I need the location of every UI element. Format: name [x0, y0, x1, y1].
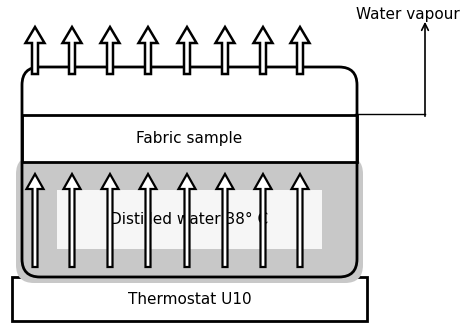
Polygon shape — [26, 27, 45, 74]
Polygon shape — [177, 27, 197, 74]
Text: Thermostat U10: Thermostat U10 — [128, 291, 251, 307]
Text: Fabric sample: Fabric sample — [137, 131, 243, 146]
Polygon shape — [291, 27, 310, 74]
FancyBboxPatch shape — [16, 156, 363, 283]
Polygon shape — [216, 27, 235, 74]
Text: Distilled water 38° C: Distilled water 38° C — [110, 212, 269, 227]
Polygon shape — [138, 27, 157, 74]
Polygon shape — [254, 27, 273, 74]
Polygon shape — [217, 174, 234, 267]
Polygon shape — [292, 174, 309, 267]
Bar — [12, 277, 367, 321]
Polygon shape — [139, 174, 156, 267]
Polygon shape — [179, 174, 195, 267]
Polygon shape — [100, 27, 119, 74]
Bar — [57, 190, 322, 249]
Polygon shape — [64, 174, 81, 267]
Polygon shape — [63, 27, 82, 74]
Text: Water vapour: Water vapour — [356, 7, 460, 22]
Polygon shape — [101, 174, 118, 267]
Polygon shape — [27, 174, 44, 267]
Polygon shape — [255, 174, 272, 267]
Bar — [22, 115, 357, 162]
